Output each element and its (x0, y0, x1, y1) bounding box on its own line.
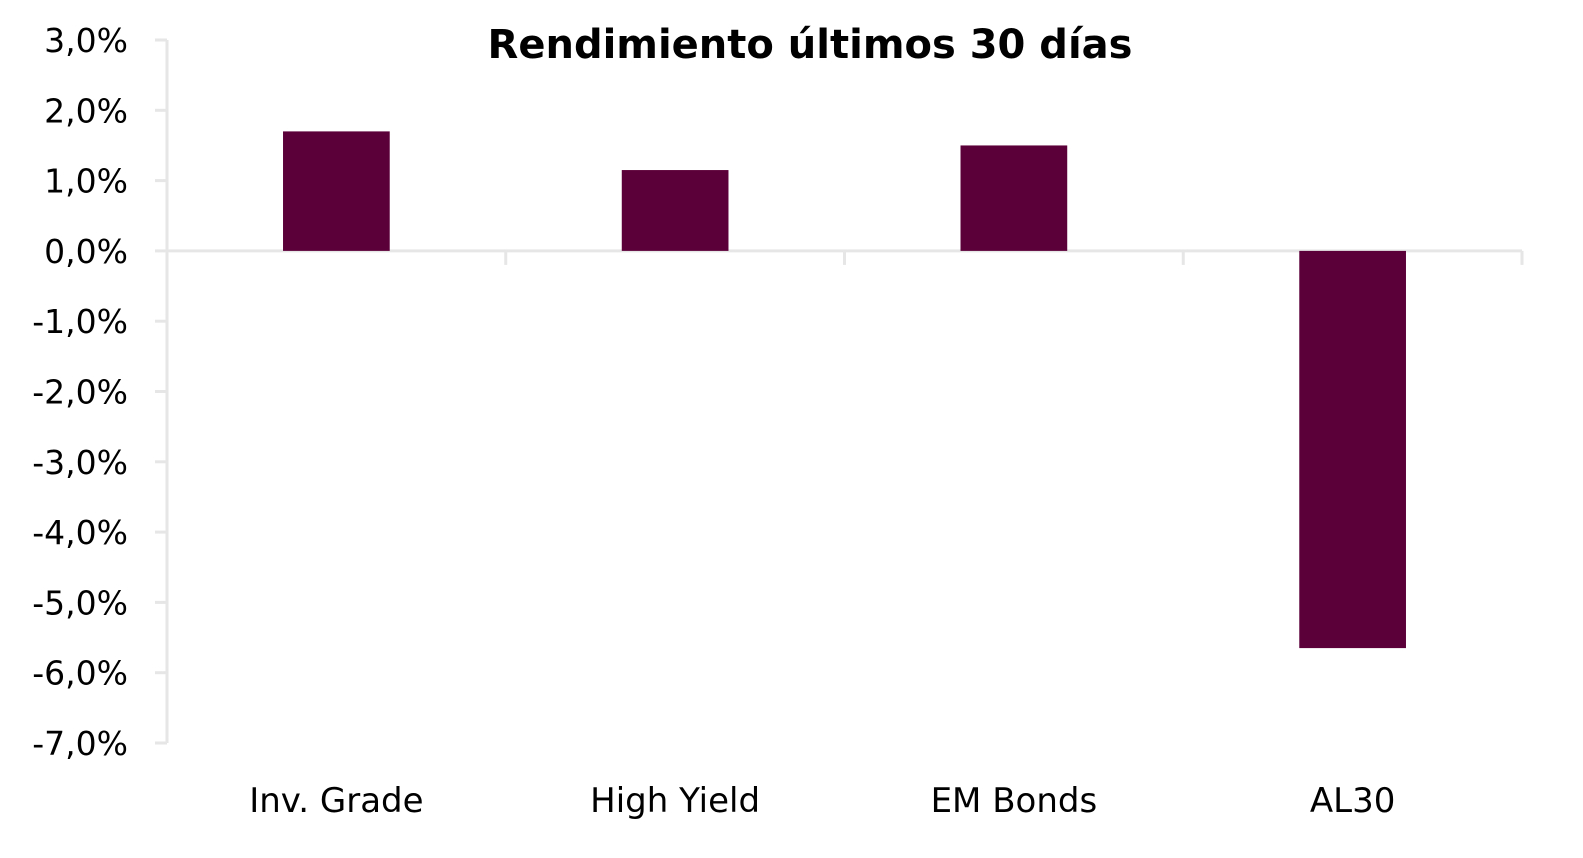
y-tick-label: -7,0% (32, 724, 128, 763)
bar-high-yield (621, 170, 729, 251)
y-tick-label: -4,0% (32, 513, 128, 552)
y-tick-label: 0,0% (44, 232, 128, 271)
x-axis (167, 249, 1524, 265)
y-tick-label: -6,0% (32, 654, 128, 693)
chart-title: Rendimiento últimos 30 días (488, 22, 1133, 68)
y-tick-label: -2,0% (32, 373, 128, 412)
y-tick-label: -3,0% (32, 443, 128, 482)
category-labels: Inv. Grade High Yield EM Bonds AL30 (249, 781, 1395, 821)
x-category-label: EM Bonds (931, 781, 1098, 821)
y-axis: 3,0% 2,0% 1,0% 0,0% -1,0% -2,0% -3,0% -4,0% -5,0… (32, 21, 169, 763)
bars (283, 131, 1406, 649)
bar-em-bonds (960, 145, 1068, 251)
x-category-label: Inv. Grade (249, 781, 423, 821)
y-tick-label: 1,0% (44, 162, 128, 201)
y-tick-label: 2,0% (44, 91, 128, 130)
y-tick-label: -5,0% (32, 583, 128, 622)
x-category-label: AL30 (1310, 781, 1395, 821)
x-category-label: High Yield (590, 781, 760, 821)
y-tick-label: 3,0% (44, 21, 128, 60)
y-tick-label: -1,0% (32, 302, 128, 341)
bar-inv-grade (283, 131, 390, 251)
bar-al30 (1299, 250, 1406, 649)
